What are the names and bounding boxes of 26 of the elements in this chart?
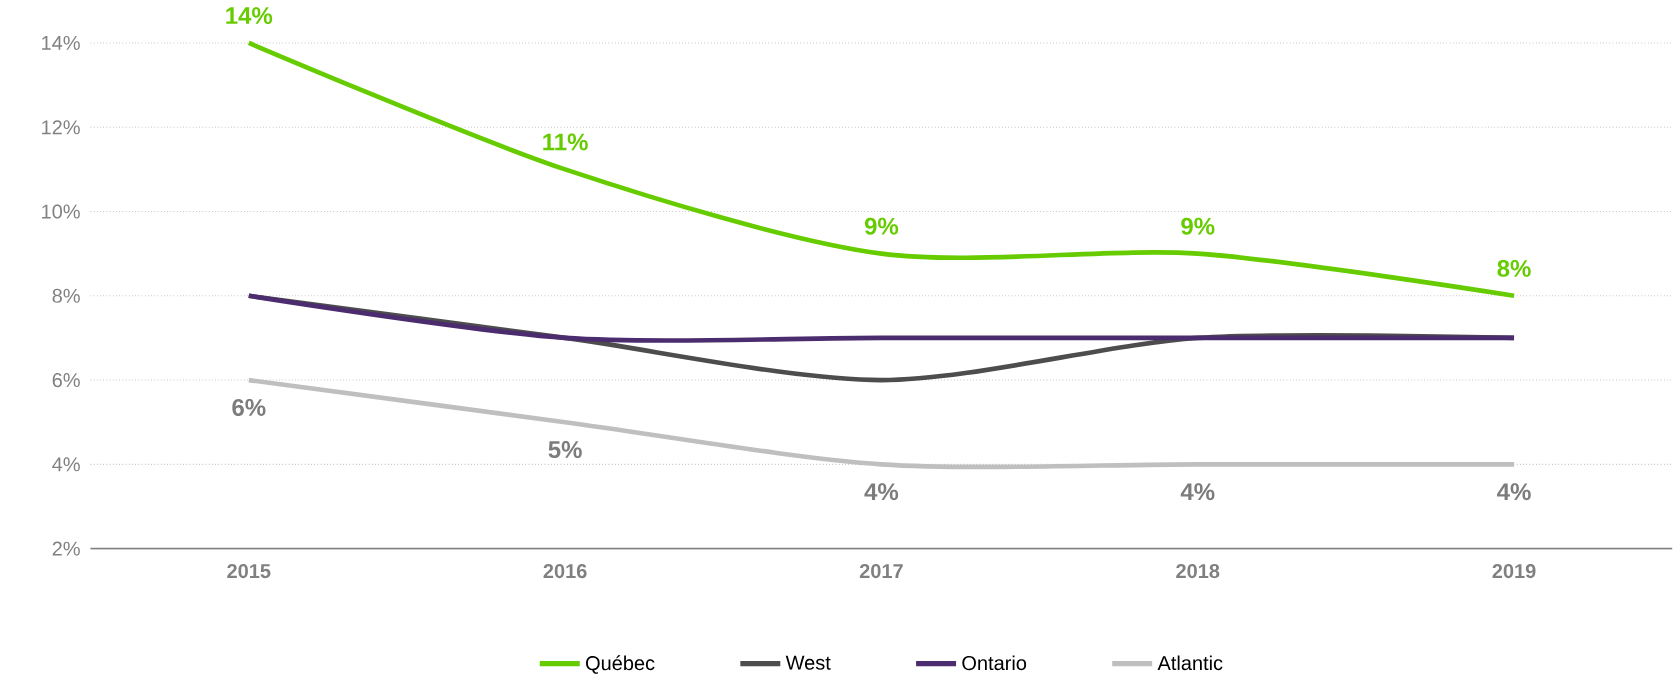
- data-label: 4%: [1497, 483, 1531, 500]
- x-tick-label: 2015: [227, 563, 271, 578]
- y-tick-label: 8%: [52, 288, 80, 303]
- legend-label: West: [785, 655, 831, 670]
- y-tick-label: 14%: [42, 35, 80, 50]
- x-tick-label: 2019: [1492, 563, 1536, 578]
- data-label: 4%: [1180, 483, 1215, 500]
- data-label: 8%: [1497, 259, 1531, 277]
- legend-label: Québec: [586, 655, 655, 674]
- x-tick-label: 2017: [859, 563, 903, 578]
- data-label: 6%: [232, 398, 266, 416]
- y-tick-label: 4%: [52, 457, 80, 472]
- legend-label: Atlantic: [1157, 655, 1223, 670]
- data-label: 9%: [864, 217, 899, 235]
- x-tick-label: 2016: [543, 563, 587, 578]
- y-tick-label: 6%: [52, 372, 80, 387]
- y-tick-label: 2%: [52, 541, 80, 556]
- data-label: 4%: [864, 483, 899, 500]
- data-label: 5%: [548, 440, 582, 458]
- data-label: 14%: [226, 6, 273, 24]
- y-tick-label: 10%: [42, 204, 80, 219]
- data-label: 9%: [1181, 217, 1215, 235]
- x-tick-label: 2018: [1176, 563, 1220, 578]
- data-label: 11%: [543, 133, 588, 151]
- y-tick-label: 12%: [42, 120, 80, 135]
- legend-label: Ontario: [962, 655, 1027, 670]
